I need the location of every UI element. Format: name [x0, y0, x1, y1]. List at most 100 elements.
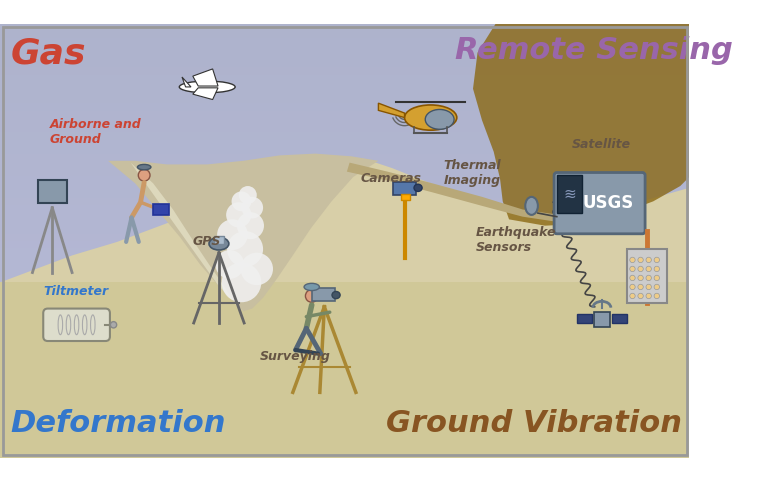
Ellipse shape	[526, 197, 538, 215]
Bar	[0, 88, 689, 96]
Ellipse shape	[414, 184, 422, 191]
Polygon shape	[193, 69, 218, 86]
Bar	[0, 211, 689, 219]
Ellipse shape	[242, 197, 263, 218]
Ellipse shape	[237, 212, 264, 239]
Ellipse shape	[646, 293, 651, 299]
Bar	[0, 197, 689, 205]
Ellipse shape	[217, 219, 248, 250]
Bar	[213, 237, 224, 244]
Polygon shape	[193, 88, 218, 100]
Ellipse shape	[638, 257, 643, 263]
Bar	[401, 194, 410, 201]
Bar	[0, 233, 689, 241]
Ellipse shape	[179, 81, 235, 93]
Bar	[577, 314, 592, 323]
Text: Earthquake
Sensors: Earthquake Sensors	[476, 226, 556, 254]
Text: Remote Sensing: Remote Sensing	[455, 37, 733, 66]
Bar	[0, 421, 689, 429]
Bar	[0, 23, 689, 31]
Bar	[594, 312, 610, 327]
Bar	[0, 182, 689, 190]
Bar	[0, 218, 689, 227]
Bar	[0, 74, 689, 82]
Ellipse shape	[638, 284, 643, 290]
Ellipse shape	[332, 292, 340, 299]
Bar	[0, 247, 689, 255]
Bar	[0, 385, 689, 393]
Bar	[0, 189, 689, 198]
Bar	[0, 312, 689, 321]
Ellipse shape	[638, 266, 643, 272]
Ellipse shape	[630, 266, 635, 272]
Bar	[0, 139, 689, 147]
Bar	[612, 314, 627, 323]
Polygon shape	[0, 156, 689, 458]
Ellipse shape	[646, 257, 651, 263]
Ellipse shape	[239, 186, 257, 204]
Text: Ground Vibration: Ground Vibration	[386, 409, 682, 438]
Ellipse shape	[240, 253, 273, 285]
Bar	[0, 226, 689, 234]
Bar	[0, 45, 689, 53]
Ellipse shape	[638, 275, 643, 281]
Ellipse shape	[654, 284, 659, 290]
Bar	[0, 327, 689, 335]
Ellipse shape	[630, 293, 635, 299]
Text: Satellite: Satellite	[572, 138, 631, 151]
Bar	[0, 254, 689, 263]
Ellipse shape	[654, 266, 659, 272]
Bar	[0, 175, 689, 183]
Ellipse shape	[630, 275, 635, 281]
Bar	[0, 370, 689, 378]
Text: USGS: USGS	[582, 194, 633, 212]
Bar	[0, 168, 689, 176]
Bar	[0, 334, 689, 342]
Bar	[0, 38, 689, 46]
Bar	[0, 341, 689, 349]
Bar	[311, 288, 335, 301]
Bar	[0, 103, 689, 111]
Ellipse shape	[110, 321, 117, 328]
Ellipse shape	[138, 169, 150, 181]
Bar	[0, 399, 689, 407]
Ellipse shape	[654, 257, 659, 263]
Polygon shape	[108, 154, 379, 311]
Bar	[0, 348, 689, 357]
Bar	[0, 110, 689, 118]
Ellipse shape	[646, 284, 651, 290]
Ellipse shape	[222, 263, 262, 302]
Bar	[0, 407, 689, 415]
Bar	[0, 204, 689, 212]
Text: Tiltmeter: Tiltmeter	[44, 285, 109, 298]
Ellipse shape	[638, 293, 643, 299]
Bar	[0, 363, 689, 371]
Bar	[392, 182, 416, 195]
Polygon shape	[347, 162, 630, 222]
Text: ≋: ≋	[563, 187, 576, 201]
Bar	[37, 180, 67, 203]
Polygon shape	[473, 24, 689, 226]
Bar	[0, 298, 689, 306]
Bar	[0, 153, 689, 161]
Bar	[0, 450, 689, 458]
Bar	[0, 67, 689, 75]
Bar	[0, 320, 689, 328]
Bar	[0, 262, 689, 270]
Polygon shape	[131, 162, 243, 311]
Bar	[0, 282, 689, 458]
Bar	[0, 392, 689, 400]
Ellipse shape	[630, 284, 635, 290]
Bar	[0, 414, 689, 422]
Bar	[0, 117, 689, 125]
Ellipse shape	[215, 250, 244, 279]
Bar	[0, 81, 689, 89]
Bar	[0, 356, 689, 364]
Ellipse shape	[630, 257, 635, 263]
Ellipse shape	[646, 266, 651, 272]
Bar	[0, 276, 689, 284]
Ellipse shape	[226, 202, 252, 228]
Bar	[0, 428, 689, 436]
Ellipse shape	[138, 164, 151, 170]
Bar	[627, 249, 667, 303]
